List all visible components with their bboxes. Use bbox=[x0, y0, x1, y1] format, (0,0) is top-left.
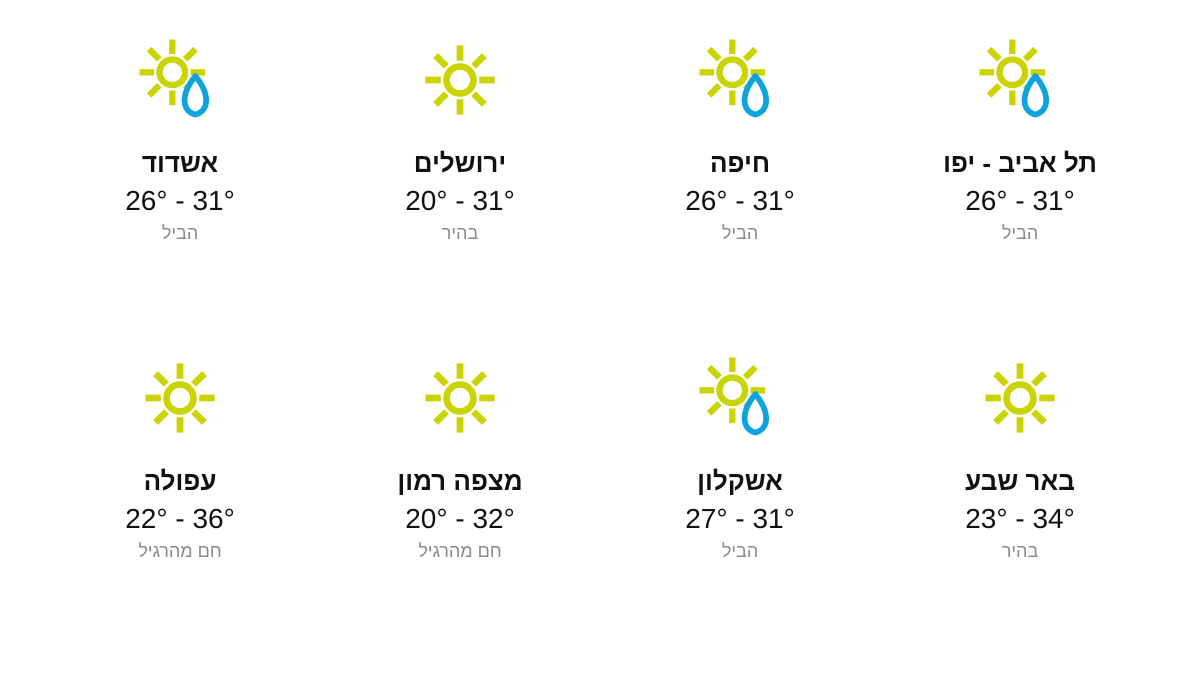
condition-label: הביל bbox=[722, 223, 758, 244]
sun-humid-icon bbox=[132, 32, 228, 128]
city-name: באר שבע bbox=[965, 466, 1075, 497]
condition-label: חם מהרגיל bbox=[138, 541, 221, 562]
city-name: מצפה רמון bbox=[397, 466, 522, 497]
temperature-range: 22° - 36° bbox=[125, 503, 235, 535]
temperature-range: 23° - 34° bbox=[965, 503, 1075, 535]
city-name: אשדוד bbox=[142, 148, 218, 179]
weather-icon-slot bbox=[410, 348, 510, 448]
weather-icon-slot bbox=[970, 30, 1070, 130]
city-name: עפולה bbox=[144, 466, 217, 497]
weather-card[interactable]: באר שבע 23° - 34° בהיר bbox=[900, 348, 1140, 646]
condition-label: בהיר bbox=[442, 223, 478, 244]
sun-humid-icon bbox=[692, 350, 788, 446]
temperature-range: 20° - 32° bbox=[405, 503, 515, 535]
condition-label: הביל bbox=[722, 541, 758, 562]
city-name: ירושלים bbox=[414, 148, 507, 179]
weather-card[interactable]: תל אביב - יפו 26° - 31° הביל bbox=[900, 30, 1140, 328]
condition-label: הביל bbox=[162, 223, 198, 244]
weather-card[interactable]: מצפה רמון 20° - 32° חם מהרגיל bbox=[340, 348, 580, 646]
weather-card[interactable]: עפולה 22° - 36° חם מהרגיל bbox=[60, 348, 300, 646]
weather-icon-slot bbox=[690, 348, 790, 448]
sun-icon bbox=[412, 32, 508, 128]
condition-label: הביל bbox=[1002, 223, 1038, 244]
weather-card[interactable]: אשדוד 26° - 31° הביל bbox=[60, 30, 300, 328]
weather-icon-slot bbox=[970, 348, 1070, 448]
sun-icon bbox=[132, 350, 228, 446]
sun-icon bbox=[412, 350, 508, 446]
temperature-range: 27° - 31° bbox=[685, 503, 795, 535]
city-name: אשקלון bbox=[697, 466, 783, 497]
sun-humid-icon bbox=[692, 32, 788, 128]
weather-icon-slot bbox=[410, 30, 510, 130]
weather-card[interactable]: חיפה 26° - 31° הביל bbox=[620, 30, 860, 328]
weather-card[interactable]: ירושלים 20° - 31° בהיר bbox=[340, 30, 580, 328]
temperature-range: 20° - 31° bbox=[405, 185, 515, 217]
condition-label: בהיר bbox=[1002, 541, 1038, 562]
sun-icon bbox=[972, 350, 1068, 446]
weather-icon-slot bbox=[690, 30, 790, 130]
weather-grid: תל אביב - יפו 26° - 31° הביל חיפה 26° - … bbox=[0, 0, 1200, 675]
weather-card[interactable]: אשקלון 27° - 31° הביל bbox=[620, 348, 860, 646]
temperature-range: 26° - 31° bbox=[965, 185, 1075, 217]
temperature-range: 26° - 31° bbox=[685, 185, 795, 217]
city-name: תל אביב - יפו bbox=[943, 148, 1097, 179]
sun-humid-icon bbox=[972, 32, 1068, 128]
weather-icon-slot bbox=[130, 30, 230, 130]
temperature-range: 26° - 31° bbox=[125, 185, 235, 217]
weather-icon-slot bbox=[130, 348, 230, 448]
city-name: חיפה bbox=[710, 148, 770, 179]
condition-label: חם מהרגיל bbox=[418, 541, 501, 562]
